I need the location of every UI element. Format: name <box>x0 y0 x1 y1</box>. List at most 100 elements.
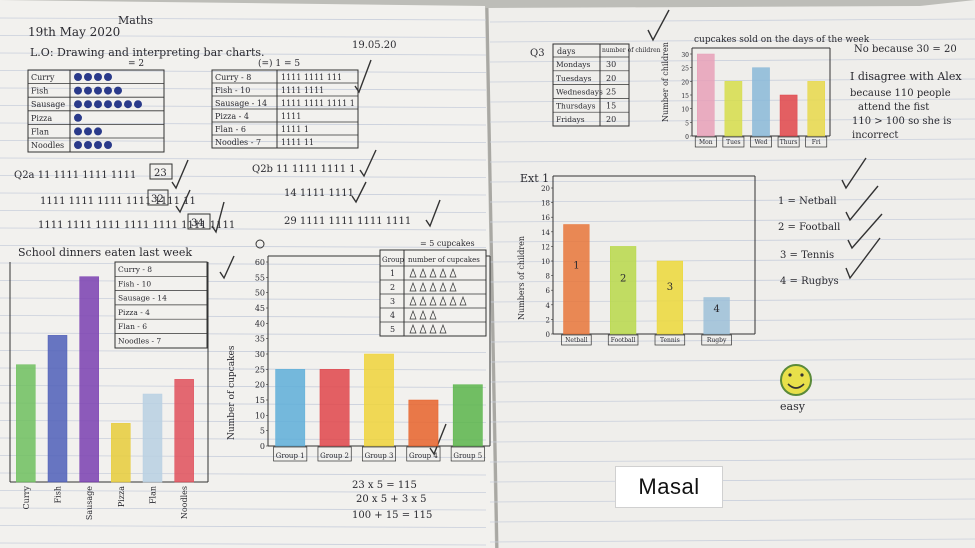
bar <box>16 364 36 483</box>
bar <box>408 399 439 447</box>
y-tick-label: 0 <box>546 331 550 339</box>
cupcake-icon <box>449 282 457 292</box>
category-label: Tues <box>726 139 741 146</box>
days-table-head-2: number of children <box>602 47 661 54</box>
note-line-5: 110 > 100 so she is <box>852 116 951 127</box>
cupcake-icon <box>409 296 417 306</box>
bar <box>779 94 798 137</box>
cupcake-icon <box>439 324 447 334</box>
cupcake-icon <box>439 268 447 278</box>
category-label: Noodles <box>180 486 189 519</box>
y-tick-label: 45 <box>255 304 265 313</box>
cupcake-table-head-2: number of cupcakes <box>408 256 480 264</box>
note-line-1: No because 30 = 20 <box>854 44 957 55</box>
category-label: Netball <box>565 337 588 344</box>
sum-line-1: 23 x 5 = 115 <box>352 480 417 491</box>
note-line-6: incorrect <box>852 130 898 141</box>
dinners-chart: Curry Fish Sausage Pizza Flan Noodles <box>9 262 209 520</box>
pictogram-dot <box>84 127 92 136</box>
note-line-4: attend the fist <box>858 102 929 113</box>
y-tick-label: 25 <box>255 365 265 374</box>
cupcake-icon <box>409 282 417 292</box>
days-table-count: 25 <box>606 88 616 97</box>
cupcake-group-label: 5 <box>390 325 395 334</box>
cupcake-icon <box>429 282 437 292</box>
pictogram-key: = 2 <box>128 59 144 69</box>
cupcake-icon <box>409 324 417 334</box>
tally-marks: 1111 1111 111 <box>281 73 342 82</box>
category-label: Football <box>611 337 636 344</box>
pictogram-dot <box>74 113 82 122</box>
tally-food-label: Sausage - 14 <box>215 99 267 108</box>
pictogram-dot <box>134 100 142 109</box>
cupcake-icon <box>409 268 417 278</box>
y-tick-label: 16 <box>541 214 550 222</box>
pictogram-food-label: Curry <box>31 73 55 82</box>
y-tick-label: 20 <box>541 185 550 193</box>
cupcake-icon <box>449 268 457 278</box>
pictogram-dot <box>74 73 82 81</box>
category-box <box>561 334 592 346</box>
q2a-line-2: 1111 1111 1111 1111 1111 11 <box>40 196 196 207</box>
pictogram-dot <box>114 100 122 109</box>
pictogram-food-label: Fish <box>31 87 48 96</box>
pictogram-food-label: Sausage <box>31 100 65 109</box>
bar <box>656 260 683 335</box>
category-box <box>450 446 485 462</box>
cupcake-icon <box>419 296 427 306</box>
bar-label: 1 <box>573 260 579 271</box>
bar-label: 4 <box>713 304 719 315</box>
q2a-box-3 <box>187 213 211 230</box>
tick-marks <box>171 59 447 456</box>
tally-marks: 1111 1 <box>281 125 309 134</box>
y-tick-label: 15 <box>681 93 689 100</box>
tally-food-label: Curry - 8 <box>215 73 251 82</box>
y-tick-label: 35 <box>255 335 265 344</box>
y-tick-label: 20 <box>681 79 689 86</box>
tally-marks: 1111 1111 1111 1 <box>281 99 355 108</box>
bar <box>724 81 743 137</box>
y-tick-label: 2 <box>546 316 550 324</box>
pictogram-food-label: Pizza <box>31 114 52 123</box>
tally-key: (=) 1 = 5 <box>258 58 300 69</box>
bar <box>752 67 770 137</box>
category-box <box>406 446 441 462</box>
tally-food-label: Flan - 6 <box>215 125 246 134</box>
category-box <box>273 446 308 462</box>
sports-key: 1 = Netball 2 = Football 3 = Tennis 4 = … <box>778 157 883 287</box>
sports-key-2: 2 = Football <box>778 222 840 233</box>
category-box <box>654 334 686 346</box>
pictogram-dot <box>104 86 112 95</box>
y-tick-label: 4 <box>546 302 551 310</box>
days-table-day: Thursdays <box>556 101 596 110</box>
sum-line-3: 100 + 15 = 115 <box>352 510 432 521</box>
pictogram-table: Curry Fish Sausage Pizza Flan Noodles <box>27 69 165 153</box>
category-label: Tennis <box>660 337 680 344</box>
q2a-line: Q2a 11 1111 1111 1111 <box>14 170 136 181</box>
category-box <box>777 136 800 148</box>
y-tick-label: 25 <box>681 66 689 73</box>
days-table-day: Mondays <box>556 60 591 69</box>
tally-marks: 1111 <box>281 112 301 121</box>
sports-key-3: 3 = Tennis <box>780 250 834 261</box>
note-line-2: I disagree with Alex <box>850 70 962 83</box>
category-box <box>722 136 745 148</box>
bar <box>79 276 99 483</box>
dinners-key-row: Flan - 6 <box>118 322 147 331</box>
y-tick-label: 15 <box>255 396 265 405</box>
y-tick-label: 40 <box>255 319 265 328</box>
days-table-head-1: days <box>557 47 576 56</box>
ext-label: Ext 1 <box>520 172 549 185</box>
cupcake-table: Group number of cupcakes 1 2 3 4 5 <box>379 249 487 337</box>
y-tick-label: 0 <box>260 442 265 451</box>
lesson-title: L.O: Drawing and interpreting bar charts… <box>30 46 265 59</box>
bar <box>174 379 194 483</box>
bar <box>47 335 68 483</box>
pictogram-dot <box>74 127 82 136</box>
right-page <box>487 0 975 548</box>
category-box <box>361 446 397 462</box>
category-label: Group 1 <box>276 452 305 460</box>
cupcake-icon <box>419 268 427 278</box>
category-label: Fish <box>54 486 63 503</box>
